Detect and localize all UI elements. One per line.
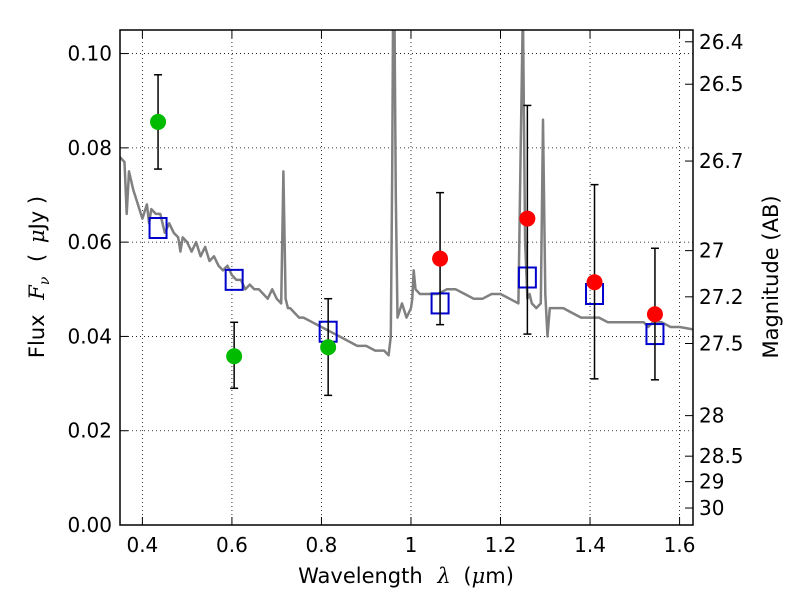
mag-tick-label: 28	[699, 404, 724, 428]
photometry-point	[586, 274, 603, 291]
plot-area	[120, 30, 693, 397]
x-tick-label: 0.8	[306, 533, 338, 557]
y-tick-label: 0.00	[67, 513, 112, 537]
x-tick-label: 1.6	[664, 533, 696, 557]
x-axis-label-unit: m)	[485, 564, 514, 588]
plot-border	[119, 29, 694, 526]
axes-frame	[119, 29, 694, 526]
ticks: 0.4 0.6 0.8 1 1.2 1.4 1.6 0.00 0.02 0.04 0.06 0.08 0…	[67, 30, 743, 557]
model-square-marker	[148, 217, 168, 239]
x-tick-label: 1.2	[485, 533, 517, 557]
x-axis-label-symbol: λ	[436, 564, 450, 588]
photometry-point	[226, 348, 243, 365]
mag-tick-label: 27.5	[699, 332, 744, 356]
x-axis-label: Wavelength λ (μm)	[298, 564, 514, 588]
x-axis-label-mu: μ	[472, 564, 486, 588]
mag-tick-label: 29	[699, 470, 724, 494]
y2-axis-label: Magnitude (AB)	[759, 195, 783, 358]
grid	[120, 30, 693, 526]
photometry-point	[150, 113, 167, 130]
y-axis-label-unit: Jy )	[25, 196, 49, 232]
y-tick-label: 0.02	[67, 419, 112, 443]
photometry-point	[519, 210, 536, 227]
y-tick-label: 0.06	[67, 230, 112, 254]
y-axis-label-symbol: F	[25, 284, 49, 301]
mag-tick-label: 27	[699, 239, 724, 263]
x-tick-label: 1	[405, 533, 418, 557]
y-axis-label: Flux Fν ( μJy )	[25, 196, 54, 358]
x-tick-label: 0.6	[216, 533, 248, 557]
mag-tick-label: 28.5	[699, 444, 744, 468]
x-tick-label: 0.4	[126, 533, 158, 557]
y-axis-label-prefix: Flux	[25, 314, 49, 358]
y-tick-label: 0.04	[67, 324, 112, 348]
model-square-marker	[224, 268, 244, 291]
y-axis-label-subscript: ν	[37, 276, 53, 285]
x-axis-label-prefix: Wavelength	[298, 564, 423, 588]
mag-tick-label: 26.5	[699, 72, 744, 96]
y-tick-label: 0.10	[67, 42, 112, 66]
mag-tick-label: 26.7	[699, 149, 744, 173]
mag-tick-label: 26.4	[699, 30, 744, 54]
mag-tick-label: 30	[699, 496, 724, 520]
photometry-point	[320, 339, 337, 356]
photometry-point	[432, 250, 449, 267]
x-tick-label: 1.4	[574, 533, 606, 557]
mag-tick-label: 27.2	[699, 285, 744, 309]
y-axis-label-open: (	[25, 254, 49, 262]
x-axis-label-open: (	[463, 564, 471, 588]
y-axis-label-mu: μ	[25, 229, 49, 243]
photometry-point	[646, 306, 663, 323]
model-spectrum-line	[120, 30, 693, 357]
y-tick-label: 0.08	[67, 136, 112, 160]
